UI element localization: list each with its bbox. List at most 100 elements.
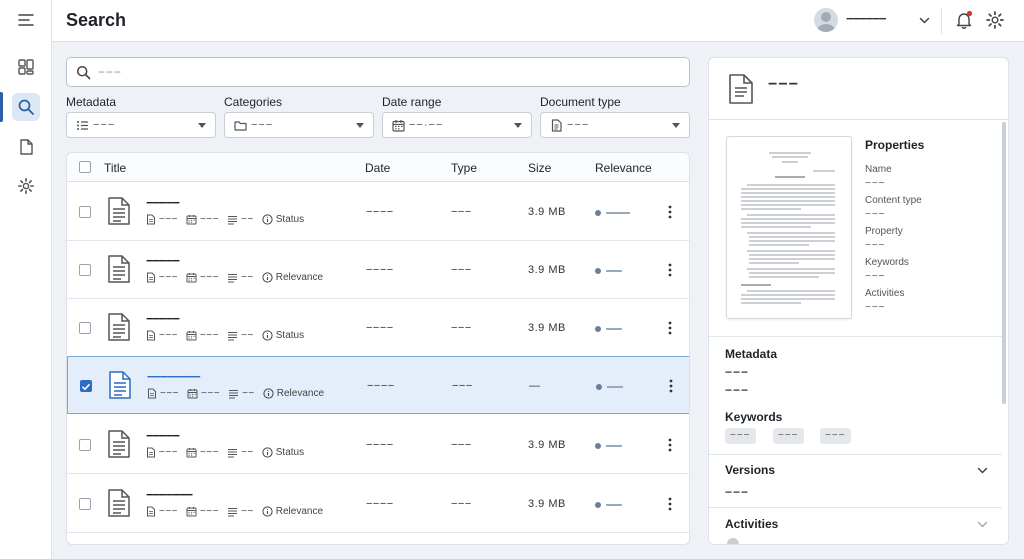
row-menu-button[interactable] <box>668 263 672 280</box>
document-thumbnail[interactable] <box>726 136 852 319</box>
table-row[interactable]: −−−−−−−− −−− −−− −− Relevance −−−− −−− — <box>67 356 689 414</box>
search-icon <box>18 99 34 115</box>
row-title[interactable]: −−−−− <box>146 311 180 326</box>
row-date: −−−− <box>366 322 394 334</box>
versions-value: −−− <box>725 485 750 499</box>
row-menu-button[interactable] <box>668 438 672 455</box>
table-row[interactable]: −−−−− −−− −−− −− Status −−−− −−− 3.9 MB <box>67 183 689 241</box>
keyword-chip[interactable]: −−− <box>773 428 804 444</box>
scrollbar-thumb[interactable] <box>1002 122 1006 404</box>
meta-value: −−− <box>159 447 179 458</box>
row-checkbox[interactable] <box>79 322 91 334</box>
categories-select[interactable]: −−− <box>224 112 374 138</box>
column-date[interactable]: Date <box>365 161 391 175</box>
meta-value: −−− <box>159 272 179 283</box>
nav-dashboard[interactable] <box>12 53 40 81</box>
row-menu-button[interactable] <box>668 205 672 222</box>
row-checkbox[interactable] <box>80 380 92 392</box>
gear-icon[interactable] <box>985 10 1005 30</box>
row-menu-button[interactable] <box>668 497 672 514</box>
menu-icon[interactable] <box>12 6 40 34</box>
divider <box>709 507 1002 508</box>
row-title[interactable]: −−−−− <box>146 428 180 443</box>
document-type-select[interactable]: −−− <box>540 112 690 138</box>
relevance-indicator <box>595 326 635 332</box>
file-icon <box>107 254 131 287</box>
info-icon <box>262 214 273 225</box>
calendar-icon <box>187 389 198 399</box>
meta-value: −−− <box>200 272 220 283</box>
metadata-heading: Metadata <box>725 347 778 361</box>
row-title[interactable]: −−−−− <box>146 253 180 268</box>
calendar-icon <box>186 273 197 283</box>
row-menu-button[interactable] <box>668 321 672 338</box>
row-checkbox[interactable] <box>79 439 91 451</box>
table-row[interactable]: −−−−− −−− −−− −− Status −−−− −−− 3.9 MB <box>67 299 689 357</box>
row-meta: −−− −−− −− Relevance <box>147 388 332 399</box>
relevance-dot <box>596 384 602 390</box>
relevance-indicator <box>595 502 635 508</box>
file-icon <box>107 488 131 521</box>
column-size[interactable]: Size <box>528 161 552 175</box>
text-lines-icon <box>228 216 238 225</box>
column-relevance[interactable]: Relevance <box>595 161 652 175</box>
row-size: 3.9 MB <box>528 498 566 510</box>
row-menu-button[interactable] <box>669 379 673 396</box>
avatar <box>727 538 739 544</box>
user-name[interactable]: −−−−−− <box>846 11 887 26</box>
row-title[interactable]: −−−−−−− <box>146 487 193 502</box>
column-type[interactable]: Type <box>451 161 478 175</box>
row-type: −−− <box>451 498 472 510</box>
nav-search[interactable] <box>12 93 40 121</box>
relevance-bar <box>606 328 622 330</box>
meta-value: −− <box>242 388 255 399</box>
row-size: 3.9 MB <box>528 322 566 334</box>
row-checkbox[interactable] <box>79 264 91 276</box>
row-type: −−− <box>451 439 472 451</box>
document-icon <box>551 119 562 132</box>
document-icon <box>108 489 130 517</box>
row-title[interactable]: −−−−− <box>146 195 180 210</box>
metadata-select[interactable]: −−− <box>66 112 216 138</box>
row-date: −−−− <box>366 498 394 510</box>
row-size: 3.9 MB <box>528 206 566 218</box>
table-header: Title Date Type Size Relevance <box>67 153 689 182</box>
filter-label-document-type: Document type <box>540 95 621 109</box>
table-row[interactable]: −−−−−−− −−− −−− −− Relevance −−−− −−− 3.… <box>67 475 689 533</box>
property-label-activities: Activities <box>865 288 905 299</box>
chevron-down-icon[interactable] <box>977 519 988 530</box>
more-icon <box>668 438 672 452</box>
keyword-chip[interactable]: −−− <box>820 428 851 444</box>
meta-value: −−− <box>159 330 179 341</box>
row-date: −−−− <box>366 264 394 276</box>
search-input[interactable]: −−− <box>66 57 690 87</box>
text-lines-icon <box>229 390 239 399</box>
row-tag: Relevance <box>276 388 325 399</box>
chevron-down-icon[interactable] <box>919 15 930 26</box>
property-value-content-type: −−− <box>865 209 886 220</box>
document-icon <box>147 214 155 225</box>
chevron-down-icon[interactable] <box>977 465 988 476</box>
preview-header: −−− <box>709 58 1008 120</box>
nav-settings[interactable] <box>12 172 40 200</box>
select-all-checkbox[interactable] <box>79 161 91 173</box>
table-row[interactable]: −−−−− −−− −−− −− Status −−−− −−− 3.9 MB <box>67 416 689 474</box>
table-row[interactable]: −−−−− −−− −−− −− Relevance −−−− −−− 3.9 … <box>67 241 689 299</box>
keyword-chip[interactable]: −−− <box>725 428 756 444</box>
row-checkbox[interactable] <box>79 498 91 510</box>
text-lines-icon <box>228 274 238 283</box>
nav-documents[interactable] <box>12 133 40 161</box>
column-title[interactable]: Title <box>104 161 127 175</box>
bell-icon[interactable] <box>954 10 974 30</box>
scrollbar[interactable] <box>1001 120 1007 544</box>
metadata-value: −−− <box>725 383 750 397</box>
divider <box>941 8 942 34</box>
meta-value: −−− <box>200 447 220 458</box>
results-table: Title Date Type Size Relevance −−−−− −−−… <box>66 152 690 545</box>
date-range-select[interactable]: −−·−− <box>382 112 532 138</box>
row-title[interactable]: −−−−−−−− <box>147 369 201 384</box>
avatar[interactable] <box>814 8 838 32</box>
caret-down-icon <box>672 123 680 128</box>
row-type: −−− <box>452 380 473 392</box>
row-checkbox[interactable] <box>79 206 91 218</box>
